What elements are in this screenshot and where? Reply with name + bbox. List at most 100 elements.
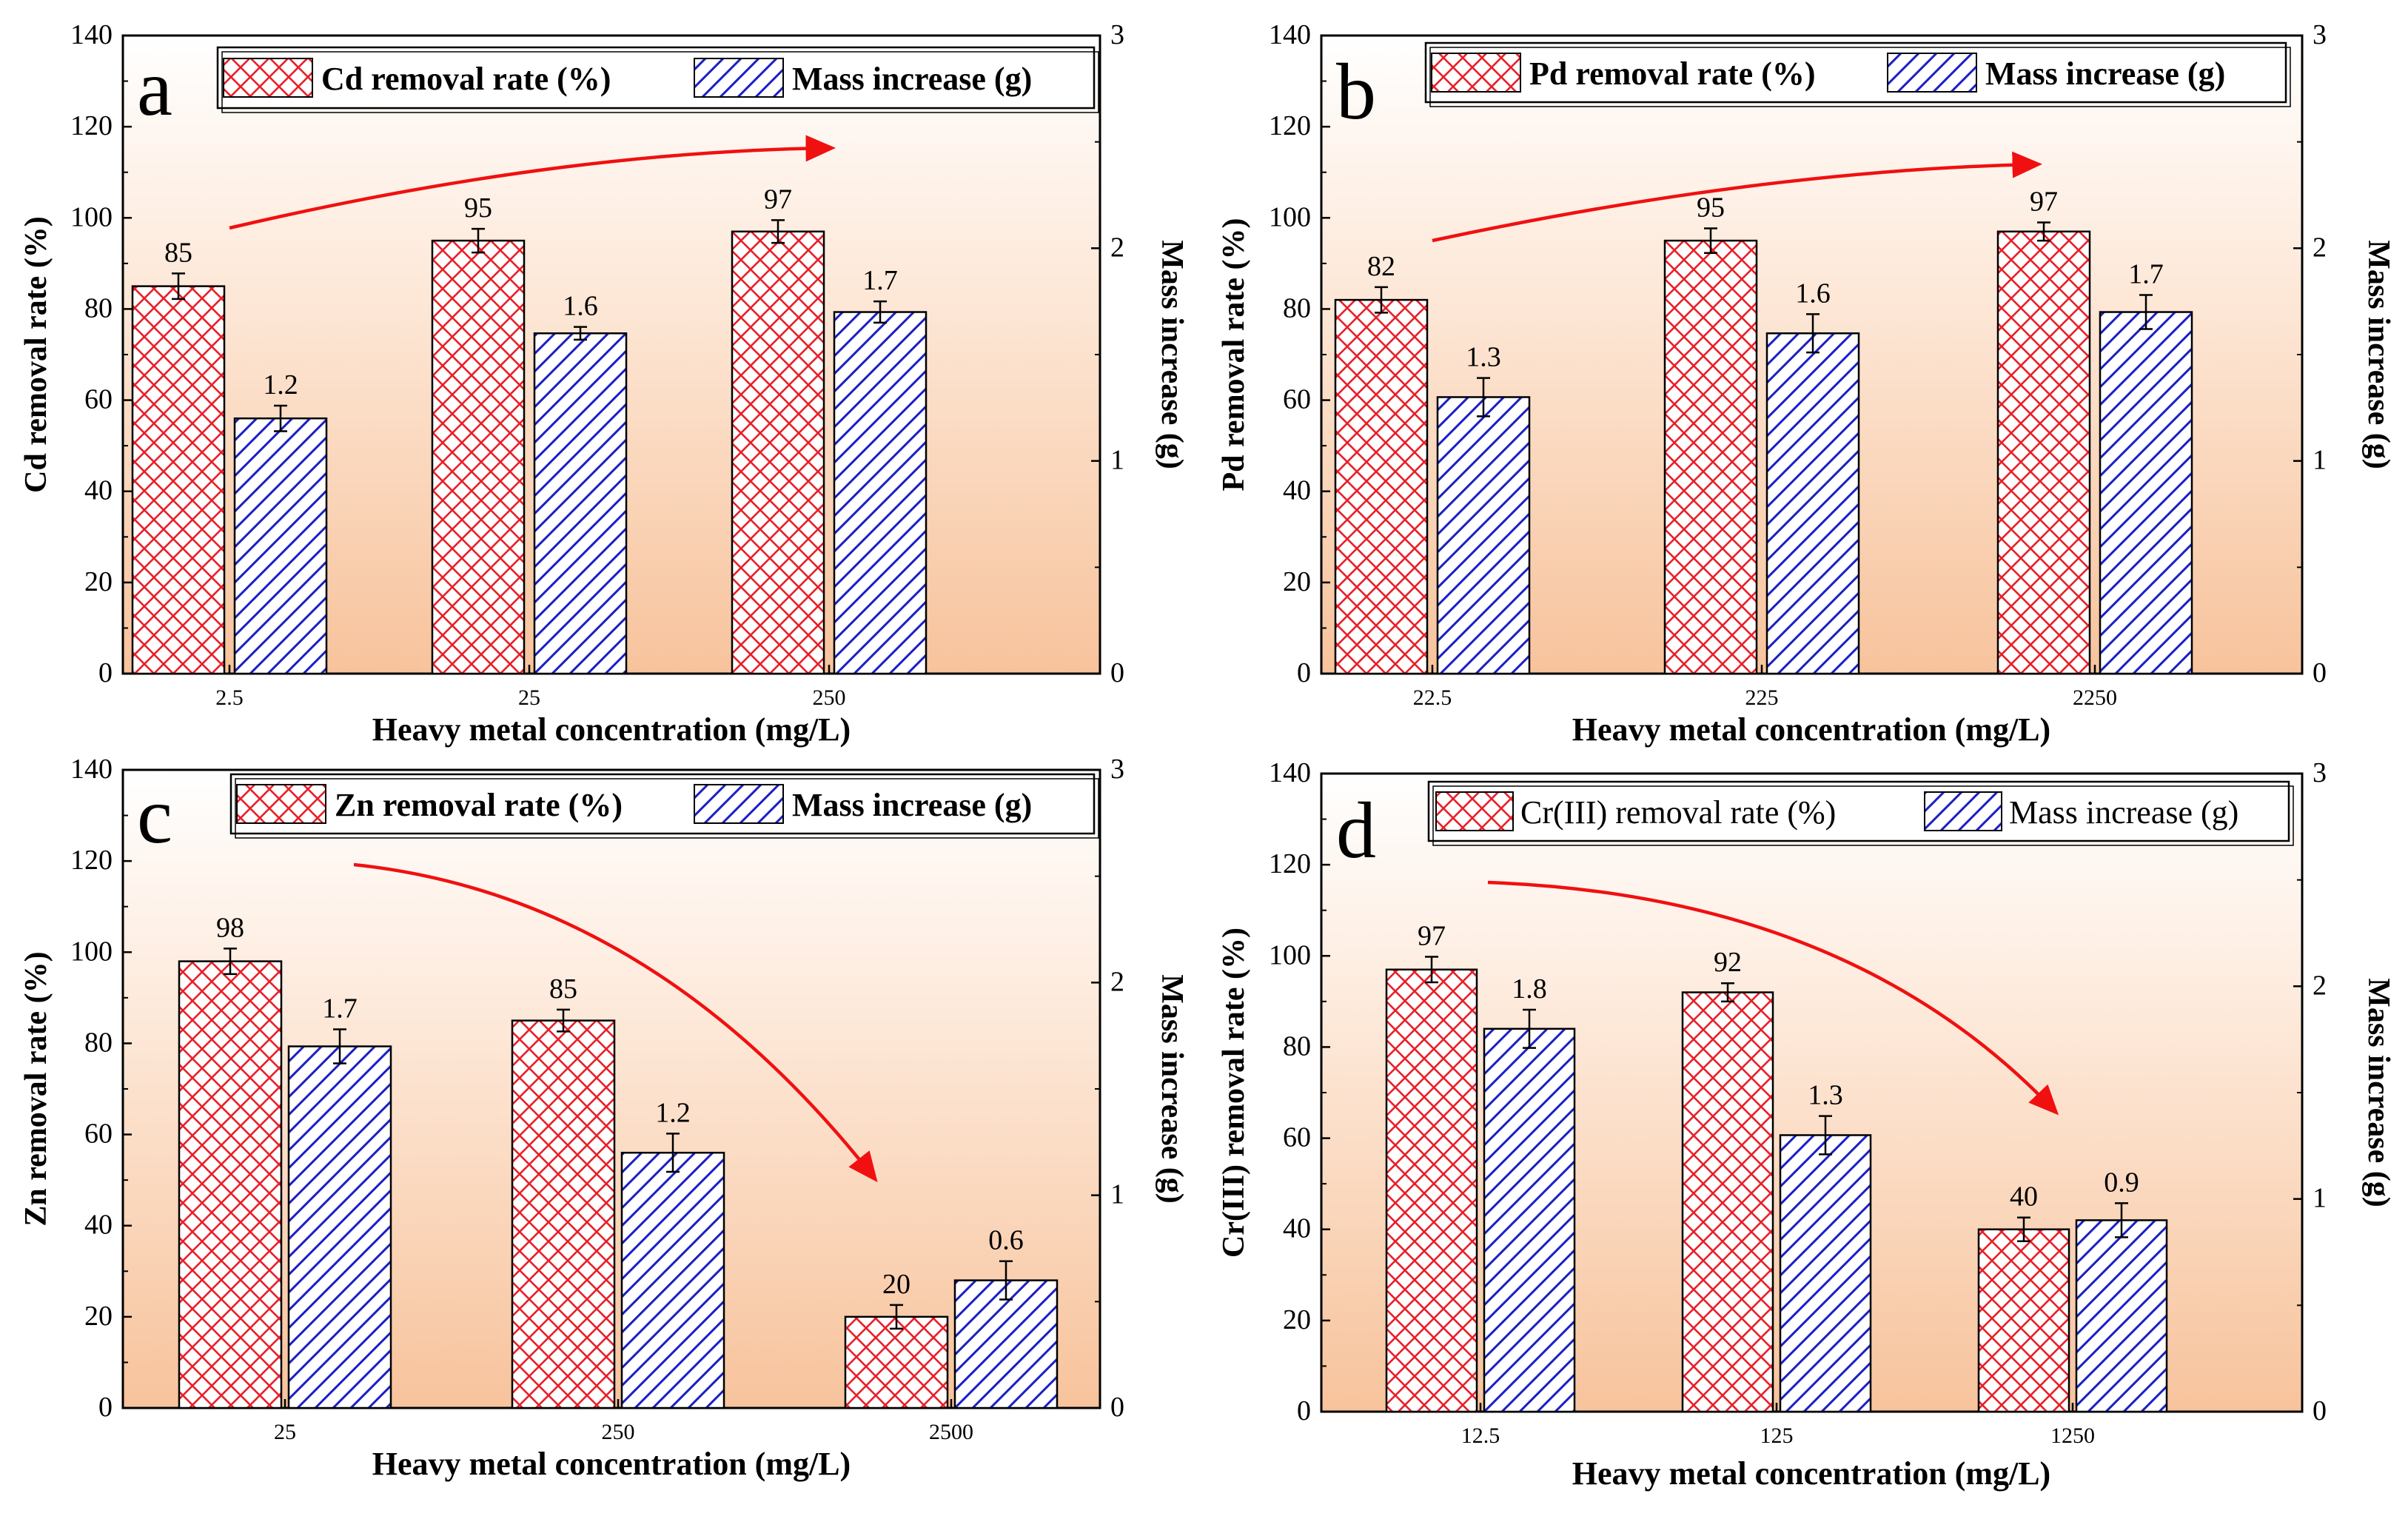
x-tick-label: 2.5 [215,685,244,710]
y-tick-label: 60 [1283,1122,1311,1153]
trend-arrow [1432,151,2042,243]
category-axis: 22.5 225 2250 [1413,665,2117,710]
data-label: 0.6 [988,1225,1024,1256]
y-tick-label: 80 [1283,292,1311,323]
legend-box [1427,780,2290,842]
y2-tick-label: 3 [1110,754,1124,785]
mass-increase-bar [287,1045,392,1409]
y-tick-label: 40 [1283,475,1311,506]
y2-tick-label: 3 [2313,757,2327,788]
legend: Cr(III) removal rate (%) Mass increase (… [1427,780,2294,846]
y-tick-label: 60 [1283,384,1311,415]
left-axis-ticks: 0 20 40 60 80 100 120 140 [70,19,132,688]
legend: Cd removal rate (%) Mass increase (g) [216,46,1099,113]
mass-increase-bar [2099,311,2193,675]
y-tick-label: 80 [84,292,113,323]
bars: 82 1.3 95 1.6 97 1.7 [1334,186,2193,675]
data-label: 0.9 [2104,1167,2139,1198]
legend-shadow [235,778,1099,839]
y-tick-label: 0 [1297,1395,1311,1426]
removal-rate-bar [1334,298,1429,675]
left-axis-ticks: 0 20 40 60 80 100 120 140 [1269,757,1330,1426]
y2-tick-label: 1 [1110,1179,1124,1210]
legend-label-mass: Mass increase (g) [792,61,1032,97]
y-tick-label: 0 [98,657,113,688]
data-label: 1.2 [655,1097,691,1128]
panel-letter: b [1336,48,1376,136]
legend-swatch-mass [694,784,784,824]
y-tick-label: 120 [1269,110,1311,141]
data-label: 1.2 [263,369,298,400]
x-tick-label: 12.5 [1461,1424,1500,1448]
x-axis-title: Heavy metal concentration (mg/L) [372,711,851,748]
legend-label-removal: Pd removal rate (%) [1529,56,1816,92]
x-tick-label: 125 [1760,1424,1794,1448]
y-tick-label: 80 [84,1027,113,1058]
data-label: 82 [1367,251,1395,282]
y-tick-label: 100 [1269,939,1311,970]
y-tick-label: 40 [84,475,113,506]
left-axis-title: Pd removal rate (%) [1217,218,1251,492]
left-axis-title: Cd removal rate (%) [19,216,53,493]
x-tick-label: 25 [518,685,540,710]
y2-tick-label: 1 [1110,445,1124,476]
mass-increase-bar [1483,1027,1576,1413]
trend-arrow [353,862,878,1183]
x-tick-label: 2500 [929,1420,973,1444]
x-tick-label: 1250 [2050,1424,2095,1448]
mass-increase-bar [233,417,328,675]
removal-rate-bar [1385,968,1478,1413]
legend-swatch-mass [1887,53,1977,93]
data-label: 1.3 [1808,1080,1843,1111]
legend-label-removal: Cd removal rate (%) [321,61,611,97]
y-tick-label: 0 [98,1392,113,1423]
legend-label-mass: Mass increase (g) [1985,56,2225,92]
mass-increase-bar [533,332,628,675]
data-label: 1.7 [322,993,358,1025]
y-tick-label: 140 [1269,757,1311,788]
y-tick-label: 20 [1283,1304,1311,1335]
trend-arrow [1487,880,2059,1116]
y-tick-label: 40 [84,1210,113,1241]
left-axis-title: Cr(III) removal rate (%) [1217,928,1251,1258]
data-label: 1.6 [563,291,598,322]
x-axis-title: Heavy metal concentration (mg/L) [372,1446,851,1482]
y-tick-label: 60 [84,1119,113,1150]
y-tick-label: 20 [1283,566,1311,597]
y-tick-label: 80 [1283,1030,1311,1062]
legend-swatch-removal [1431,53,1521,93]
x-axis-title: Heavy metal concentration (mg/L) [1572,1455,2050,1492]
x-tick-label: 25 [274,1420,296,1444]
mass-increase-bar [833,311,928,675]
legend-shadow [221,51,1099,113]
trend-arrow [229,135,836,230]
legend-shadow [1429,47,2291,107]
x-tick-label: 2250 [2073,685,2117,710]
mass-increase-bar [1779,1134,1872,1413]
x-axis-title: Heavy metal concentration (mg/L) [1572,711,2050,748]
legend-swatch-removal [223,58,313,98]
legend: Zn removal rate (%) Mass increase (g) [229,773,1099,839]
category-axis: 2.5 25 250 [215,665,846,710]
x-tick-label: 22.5 [1413,685,1452,710]
y-tick-label: 120 [1269,848,1311,879]
bars: 98 1.7 85 1.2 20 0.6 [178,912,1059,1409]
y-tick-label: 0 [1297,657,1311,688]
removal-rate-bar [178,960,283,1409]
panel-letter: d [1336,787,1376,875]
removal-rate-bar [1681,991,1774,1413]
legend-swatch-mass [1924,791,2002,831]
data-label: 1.3 [1466,342,1501,373]
legend-label-removal: Zn removal rate (%) [335,787,623,823]
legend-swatch-removal [1435,791,1514,831]
y2-tick-label: 0 [2313,1395,2327,1426]
removal-rate-bar [731,230,825,675]
right-axis-title: Mass increase (g) [1155,240,1189,469]
data-label: 97 [764,184,792,215]
removal-rate-bar [511,1019,616,1409]
panel-letter: a [137,44,172,133]
removal-rate-bar [1977,1228,2070,1413]
